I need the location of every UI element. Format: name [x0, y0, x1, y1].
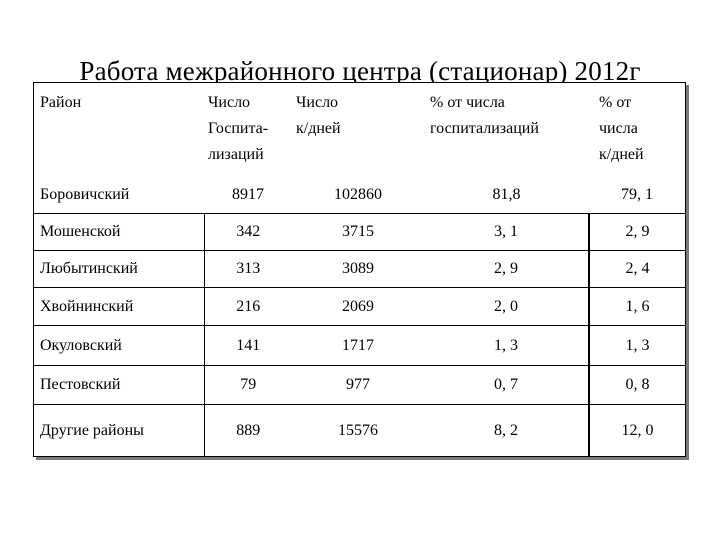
cell-pct-bed-days: 2, 9: [588, 212, 685, 251]
cell-pct-bed-days: 12, 0: [588, 404, 685, 456]
cell-district: Другие районы: [34, 404, 204, 456]
cell-pct-hospitalizations: 0, 7: [424, 365, 589, 405]
cell-bed-days: 3715: [292, 212, 424, 251]
cell-hospitalizations: 889: [203, 404, 292, 456]
cell-pct-bed-days: 2, 4: [588, 249, 685, 288]
table-row: Любытинский 313 3089 2, 9 2, 4: [34, 249, 685, 288]
table-row: Другие районы 889 15576 8, 2 12, 0: [34, 404, 685, 456]
header-pct-bed-days: % от числа к/дней: [599, 94, 644, 163]
table-row: Окуловский 141 1717 1, 3 1, 3: [34, 325, 685, 366]
header-hospitalizations: Число Госпита- лизаций: [208, 94, 269, 163]
cell-district: Боровичский: [40, 186, 130, 204]
cell-bed-days: 15576: [292, 404, 424, 456]
cell-pct-bed-days: 1, 3: [588, 325, 685, 366]
cell-district: Хвойнинский: [34, 287, 204, 326]
page-title: Работа межрайонного центра (стационар) 2…: [79, 56, 641, 86]
cell-pct-bed-days: 0, 8: [588, 365, 685, 405]
cell-hospitalizations: 141: [203, 325, 292, 366]
table-header-row: Район Число Госпита- лизаций Число к/дне…: [34, 83, 685, 177]
data-table-container: Район Число Госпита- лизаций Число к/дне…: [33, 82, 686, 457]
cell-bed-days: 2069: [292, 287, 424, 326]
cell-pct-hospitalizations: 2, 0: [424, 287, 589, 326]
cell-district: Окуловский: [34, 325, 204, 366]
cell-hospitalizations: 313: [203, 249, 292, 288]
header-bed-days: Число к/дней: [296, 94, 341, 137]
cell-pct-hospitalizations: 2, 9: [424, 249, 589, 288]
cell-pct-bed-days: 79, 1: [621, 186, 653, 204]
cell-bed-days: 977: [292, 365, 424, 405]
cell-hospitalizations: 216: [203, 287, 292, 326]
cell-district: Любытинский: [34, 249, 204, 288]
cell-bed-days: 3089: [292, 249, 424, 288]
cell-pct-bed-days: 1, 6: [588, 287, 685, 326]
table-row: Мошенской 342 3715 3, 1 2, 9: [34, 212, 685, 251]
cell-pct-hospitalizations: 1, 3: [424, 325, 589, 366]
cell-bed-days: 102860: [334, 186, 382, 204]
cell-hospitalizations: 342: [203, 212, 292, 251]
cell-pct-hospitalizations: 81,8: [492, 186, 521, 204]
cell-pct-hospitalizations: 8, 2: [424, 404, 589, 456]
table-row: Пестовский 79 977 0, 7 0, 8: [34, 365, 685, 405]
cell-pct-hospitalizations: 3, 1: [424, 212, 589, 251]
cell-district: Пестовский: [34, 365, 204, 405]
cell-hospitalizations: 79: [203, 365, 292, 405]
table-row: Хвойнинский 216 2069 2, 0 1, 6: [34, 287, 685, 326]
table-row: Боровичский 8917 102860 81,8 79, 1: [34, 177, 685, 213]
cell-district: Мошенской: [34, 212, 204, 251]
cell-bed-days: 1717: [292, 325, 424, 366]
cell-hospitalizations: 8917: [232, 186, 264, 204]
header-pct-hospitalizations: % от числа госпитализаций: [430, 94, 539, 137]
header-district: Район: [40, 94, 82, 111]
hospitalization-table: Район Число Госпита- лизаций Число к/дне…: [34, 83, 685, 456]
